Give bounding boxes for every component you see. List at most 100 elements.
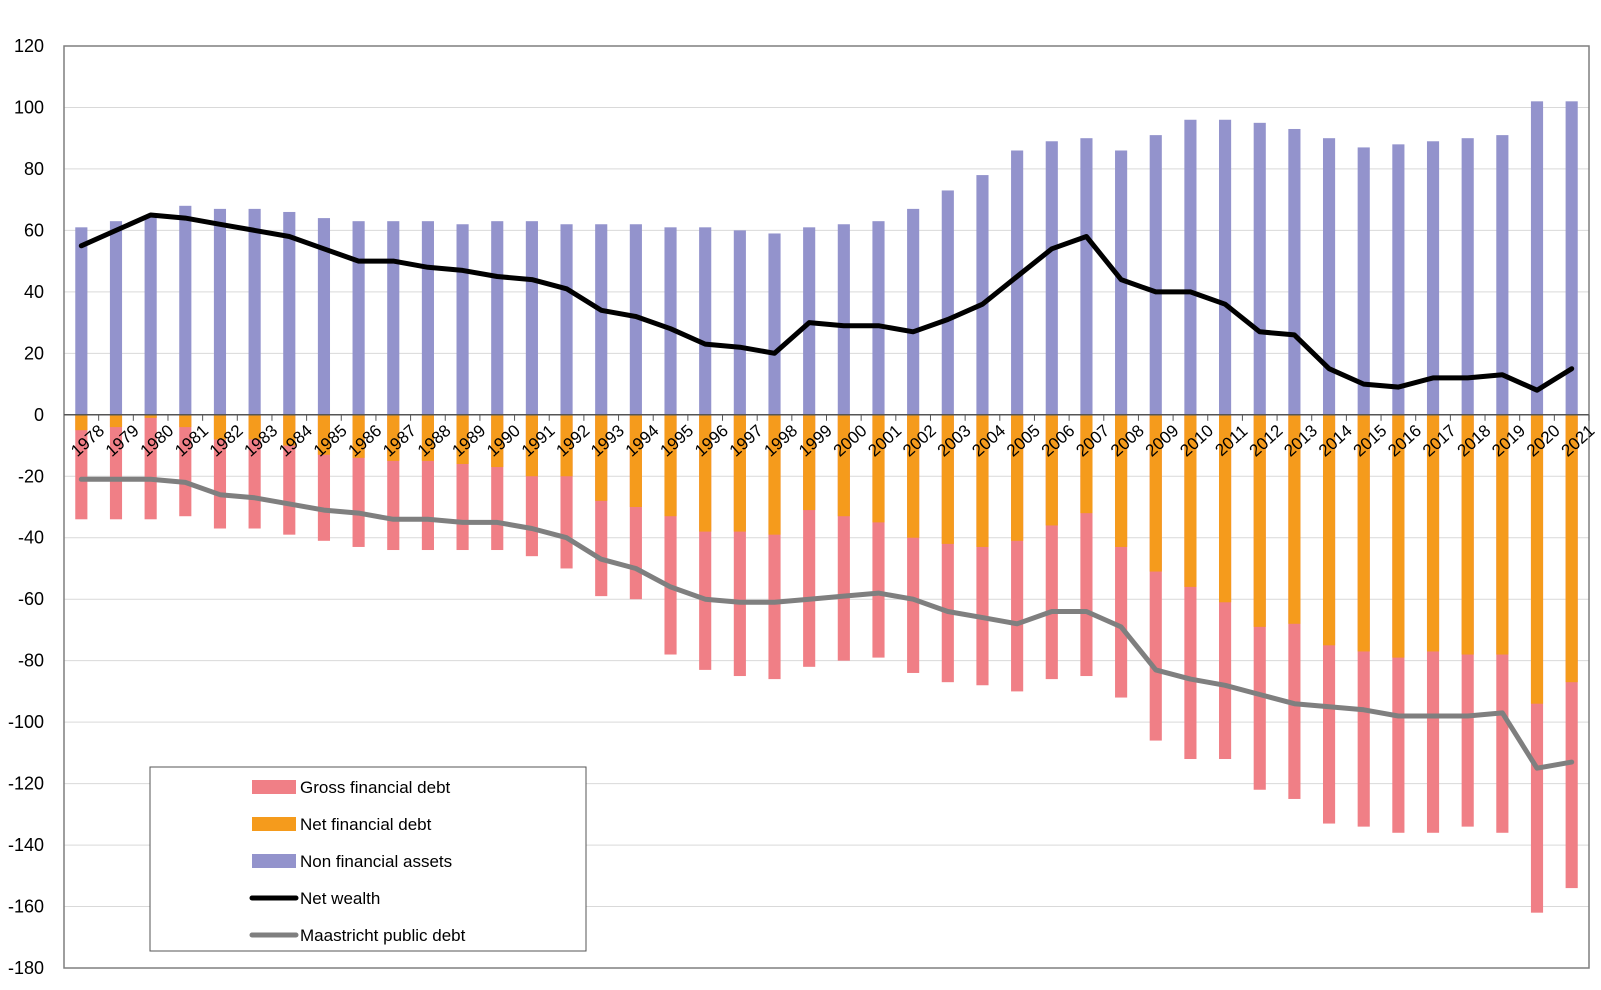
bar-non-financial-assets (1115, 150, 1128, 415)
bar-non-financial-assets (1496, 135, 1509, 415)
x-tick-label: 2001 (864, 421, 905, 460)
bar-non-financial-assets (1530, 101, 1544, 415)
bar-net-financial-debt (491, 414, 504, 468)
bar-non-financial-assets (941, 190, 954, 415)
bar-non-financial-assets (1426, 141, 1440, 415)
bar-net-financial-debt (872, 414, 885, 523)
bar-non-financial-assets (1392, 144, 1405, 415)
x-tick-label: 1984 (275, 421, 316, 460)
x-tick-label: 2013 (1280, 421, 1321, 460)
bar-net-financial-debt (1426, 414, 1440, 652)
x-tick-label: 1979 (102, 421, 143, 460)
bar-non-financial-assets (872, 221, 885, 415)
bar-non-financial-assets (1322, 138, 1336, 415)
bar-non-financial-assets (491, 221, 504, 415)
x-tick-label: 1994 (622, 421, 663, 460)
y-tick-label: -20 (18, 466, 44, 486)
bar-non-financial-assets (1565, 101, 1578, 415)
x-tick-label: 2021 (1558, 421, 1599, 460)
bar-net-financial-debt (1253, 414, 1266, 627)
bar-non-financial-assets (560, 224, 573, 415)
legend-swatch (252, 780, 296, 794)
legend-label: Maastricht public debt (300, 926, 466, 945)
plot-frame (63, 45, 1590, 969)
bar-net-financial-debt (1115, 414, 1128, 547)
bar-net-financial-debt (907, 414, 920, 538)
legend-label: Gross financial debt (300, 778, 451, 797)
bar-non-financial-assets (1011, 150, 1024, 415)
bar-net-financial-debt (837, 414, 850, 517)
x-tick-label: 1981 (171, 421, 212, 460)
axes (63, 45, 1590, 969)
bar-non-financial-assets (1184, 119, 1197, 415)
bar-non-financial-assets (1080, 138, 1093, 415)
legend-label: Non financial assets (300, 852, 452, 871)
x-tick-label: 1991 (518, 421, 559, 460)
x-tick-label: 1992 (552, 421, 593, 460)
y-tick-label: 120 (14, 36, 44, 56)
x-tick-label: 1996 (691, 421, 732, 460)
bar-non-financial-assets (907, 208, 920, 415)
bar-non-financial-assets (179, 205, 192, 415)
y-tick-label: -40 (18, 528, 44, 548)
bar-net-financial-debt (1149, 414, 1162, 572)
x-tick-label: 1982 (206, 421, 247, 460)
y-tick-label: 40 (24, 282, 44, 302)
bar-net-financial-debt (699, 414, 712, 532)
bar-net-financial-debt (595, 414, 608, 501)
bar-net-financial-debt (1357, 414, 1370, 652)
bar-net-financial-debt (1080, 414, 1093, 514)
bar-net-financial-debt (525, 414, 538, 477)
bar-gross-financial-debt (179, 414, 192, 517)
bar-non-financial-assets (1045, 141, 1058, 415)
x-tick-label: 1990 (483, 421, 524, 460)
legend-label: Net financial debt (300, 815, 432, 834)
x-tick-label: 1999 (795, 421, 836, 460)
x-tick-label: 2012 (1246, 421, 1287, 460)
x-tick-label: 2019 (1488, 421, 1529, 460)
bar-gross-financial-debt (75, 414, 88, 520)
bar-net-financial-debt (629, 414, 642, 507)
y-tick-label: -100 (8, 712, 44, 732)
bar-non-financial-assets (837, 224, 850, 415)
x-tick-label: 2018 (1454, 421, 1495, 460)
bar-non-financial-assets (629, 224, 642, 415)
bar-non-financial-assets (1253, 122, 1266, 415)
x-tick-label: 2011 (1211, 421, 1251, 460)
x-tick-label: 2005 (1003, 421, 1044, 460)
bar-non-financial-assets (1288, 128, 1301, 415)
x-tick-label: 1995 (656, 421, 697, 460)
bar-net-financial-debt (144, 414, 157, 418)
y-tick-label: -120 (8, 774, 44, 794)
bar-non-financial-assets (1357, 147, 1370, 415)
x-tick-label: 2003 (934, 421, 975, 460)
bar-non-financial-assets (352, 221, 365, 415)
bar-non-financial-assets (976, 175, 989, 415)
x-tick-label: 1989 (448, 421, 489, 460)
bar-net-financial-debt (1011, 414, 1024, 541)
x-tick-label: 1983 (241, 421, 282, 460)
y-tick-label: -60 (18, 589, 44, 609)
legend-swatch (252, 854, 296, 868)
y-tick-label: -140 (8, 835, 44, 855)
bar-net-financial-debt (1045, 414, 1058, 526)
bar-non-financial-assets (75, 227, 88, 415)
bars (75, 101, 1578, 913)
bar-net-financial-debt (1288, 414, 1301, 624)
bar-net-financial-debt (1219, 414, 1232, 603)
bar-net-financial-debt (387, 414, 400, 461)
bar-net-financial-debt (248, 414, 261, 440)
bar-non-financial-assets (664, 227, 677, 415)
x-tick-label: 2006 (1038, 421, 1079, 460)
y-tick-label: -160 (8, 897, 44, 917)
bar-non-financial-assets (456, 224, 469, 415)
x-tick-label: 2016 (1384, 421, 1425, 460)
y-tick-label: 0 (34, 405, 44, 425)
bar-gross-financial-debt (144, 414, 157, 520)
x-tick-label: 1998 (760, 421, 801, 460)
legend-label: Net wealth (300, 889, 380, 908)
bar-gross-financial-debt (213, 414, 227, 529)
x-tick-label: 2004 (968, 421, 1009, 460)
x-tick-label: 2002 (899, 421, 940, 460)
bar-net-financial-debt (733, 414, 746, 532)
